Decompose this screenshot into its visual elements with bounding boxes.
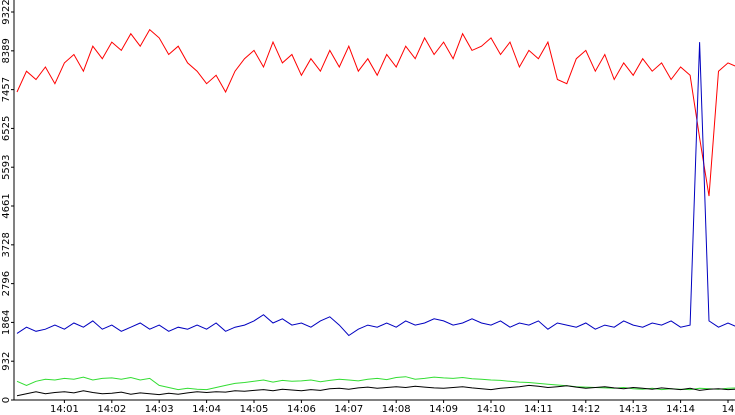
y-tick-label: 5593 (1, 154, 12, 179)
y-tick-label: 2796 (1, 271, 12, 296)
x-tick-label: 14:07 (334, 404, 363, 415)
x-tick-label: 14:12 (571, 404, 600, 415)
x-tick-label: 14:05 (240, 404, 269, 415)
x-tick-label: 14:02 (97, 404, 126, 415)
y-tick-label: 1864 (1, 310, 12, 335)
x-tick-label: 14:13 (619, 404, 648, 415)
y-tick-label: 6525 (1, 116, 12, 141)
x-tick-label: 14:14 (666, 404, 695, 415)
y-tick-label: 4661 (1, 193, 12, 218)
x-tick-label: 14:01 (50, 404, 79, 415)
y-tick-label: 8389 (1, 38, 12, 63)
x-tick-label: 14:10 (477, 404, 506, 415)
series-line (16, 28, 735, 197)
y-tick-label: 0 (1, 397, 12, 403)
y-tick-label: 7457 (1, 77, 12, 102)
x-tick-label: 14:11 (524, 404, 553, 415)
x-tick-label: 14:08 (382, 404, 411, 415)
y-tick-label: 932 (1, 352, 12, 371)
x-tick-label: 14:03 (145, 404, 174, 415)
series-line (16, 42, 735, 337)
x-tick-label: 14:06 (287, 404, 316, 415)
series-line (16, 384, 735, 397)
y-tick-label: 9322 (1, 0, 12, 25)
x-tick-label: 14:04 (192, 404, 221, 415)
y-tick-label: 3728 (1, 232, 12, 257)
x-tick-label: 14 (722, 404, 735, 415)
x-tick-label: 14:09 (429, 404, 458, 415)
